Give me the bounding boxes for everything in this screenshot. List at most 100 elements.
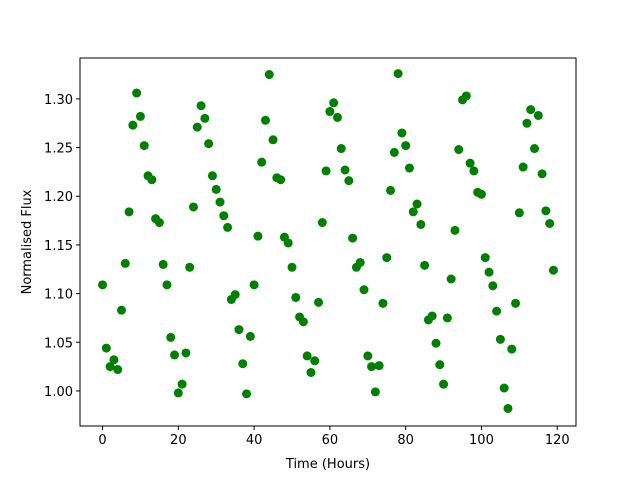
data-point xyxy=(162,280,172,290)
data-point xyxy=(420,260,430,270)
data-point xyxy=(530,144,540,154)
data-point xyxy=(154,218,164,228)
data-point xyxy=(367,362,377,372)
data-point xyxy=(435,360,445,370)
data-point xyxy=(397,128,407,138)
data-point xyxy=(158,259,168,269)
data-point xyxy=(314,297,324,307)
x-tick-label: 60 xyxy=(322,433,339,448)
data-point xyxy=(211,184,221,194)
data-point xyxy=(344,176,354,186)
data-point xyxy=(427,311,437,321)
data-point xyxy=(480,253,490,263)
data-point xyxy=(109,355,119,365)
data-point xyxy=(507,344,517,354)
y-tick-label: 1.05 xyxy=(44,336,73,351)
data-point xyxy=(359,285,369,295)
data-point xyxy=(98,280,108,290)
x-tick-label: 40 xyxy=(246,433,263,448)
data-point xyxy=(533,110,543,120)
data-point xyxy=(139,141,149,151)
data-point xyxy=(374,361,384,371)
data-point xyxy=(253,231,263,241)
data-point xyxy=(234,325,244,335)
data-point xyxy=(370,387,380,397)
y-tick-label: 1.00 xyxy=(44,385,73,400)
data-point xyxy=(116,305,126,315)
data-point xyxy=(518,162,528,172)
data-point xyxy=(204,139,214,149)
data-point xyxy=(321,166,331,176)
data-point xyxy=(332,112,342,122)
data-point xyxy=(207,171,217,181)
data-point xyxy=(249,280,259,290)
data-point xyxy=(276,175,286,185)
data-point xyxy=(105,362,115,372)
data-point xyxy=(499,383,509,393)
data-point xyxy=(393,69,403,79)
data-point xyxy=(287,262,297,272)
data-point xyxy=(257,157,267,167)
data-point xyxy=(526,105,536,115)
data-point xyxy=(238,359,248,369)
data-point xyxy=(283,238,293,248)
y-tick-label: 1.20 xyxy=(44,190,73,205)
data-point xyxy=(329,98,339,108)
y-tick-label: 1.25 xyxy=(44,142,73,157)
data-point xyxy=(188,202,198,212)
data-point xyxy=(120,258,130,268)
y-axis-label: Normalised Flux xyxy=(20,189,35,294)
data-point xyxy=(492,306,502,316)
data-point xyxy=(185,262,195,272)
data-point xyxy=(431,338,441,348)
data-point xyxy=(408,207,418,217)
data-point xyxy=(514,208,524,218)
y-tick-label: 1.10 xyxy=(44,288,73,303)
data-point xyxy=(200,113,210,123)
data-point xyxy=(404,163,414,173)
data-point xyxy=(170,350,180,360)
data-point xyxy=(173,388,183,398)
data-point xyxy=(442,313,452,323)
data-point xyxy=(166,332,176,342)
data-point xyxy=(192,122,202,132)
data-point xyxy=(461,91,471,101)
data-point xyxy=(386,185,396,195)
data-point xyxy=(196,101,206,111)
x-tick-label: 0 xyxy=(98,433,106,448)
data-point xyxy=(177,379,187,389)
data-point xyxy=(446,274,456,284)
data-point xyxy=(132,88,142,98)
data-point xyxy=(450,225,460,235)
data-point xyxy=(128,120,138,130)
data-point xyxy=(260,115,270,125)
data-point xyxy=(242,389,252,399)
x-axis-label: Time (Hours) xyxy=(285,457,370,472)
data-point xyxy=(495,334,505,344)
data-point xyxy=(511,298,521,308)
data-point xyxy=(230,290,240,300)
data-point xyxy=(268,135,278,145)
data-point xyxy=(363,351,373,361)
data-point xyxy=(382,253,392,263)
data-point xyxy=(245,331,255,341)
data-point xyxy=(541,206,551,216)
data-point xyxy=(291,292,301,302)
data-point xyxy=(336,144,346,154)
data-point xyxy=(264,70,274,80)
x-tick-label: 100 xyxy=(469,433,494,448)
axes-frame xyxy=(79,57,577,427)
data-point xyxy=(545,219,555,229)
data-point xyxy=(113,365,123,375)
data-point xyxy=(412,199,422,209)
data-point xyxy=(181,348,191,358)
y-tick-label: 1.30 xyxy=(44,93,73,108)
data-point xyxy=(454,145,464,155)
data-point xyxy=(378,298,388,308)
data-point xyxy=(476,189,486,199)
data-point xyxy=(223,222,233,232)
data-point xyxy=(302,351,312,361)
data-point xyxy=(401,141,411,151)
data-point xyxy=(355,257,365,267)
